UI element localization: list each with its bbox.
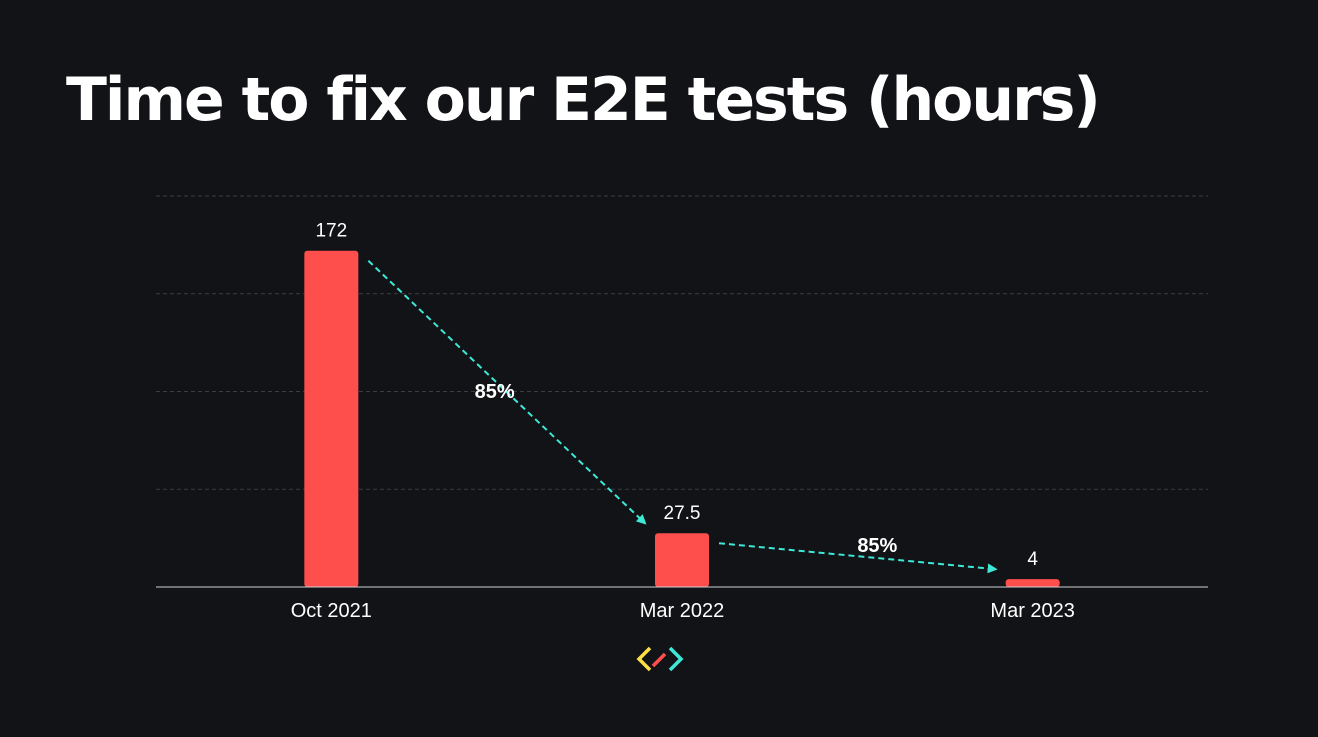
bar (304, 250, 359, 588)
data-label: 4 (1027, 549, 1038, 570)
data-label: 172 (315, 221, 347, 242)
data-label: 27.5 (664, 503, 701, 524)
reduction-annotation: 85% (857, 535, 897, 557)
bar (655, 533, 709, 587)
x-tick-label: Oct 2021 (291, 600, 372, 622)
chart-title: Time to fix our E2E tests (hours) (66, 65, 1101, 135)
x-tick-label: Mar 2022 (640, 600, 725, 622)
bar (1005, 579, 1060, 587)
code-brackets-logo-icon (636, 646, 684, 672)
x-tick-label: Mar 2023 (990, 600, 1075, 622)
trend-arrow (718, 542, 998, 574)
reduction-annotation: 85% (475, 381, 515, 403)
trend-arrow (367, 260, 647, 525)
